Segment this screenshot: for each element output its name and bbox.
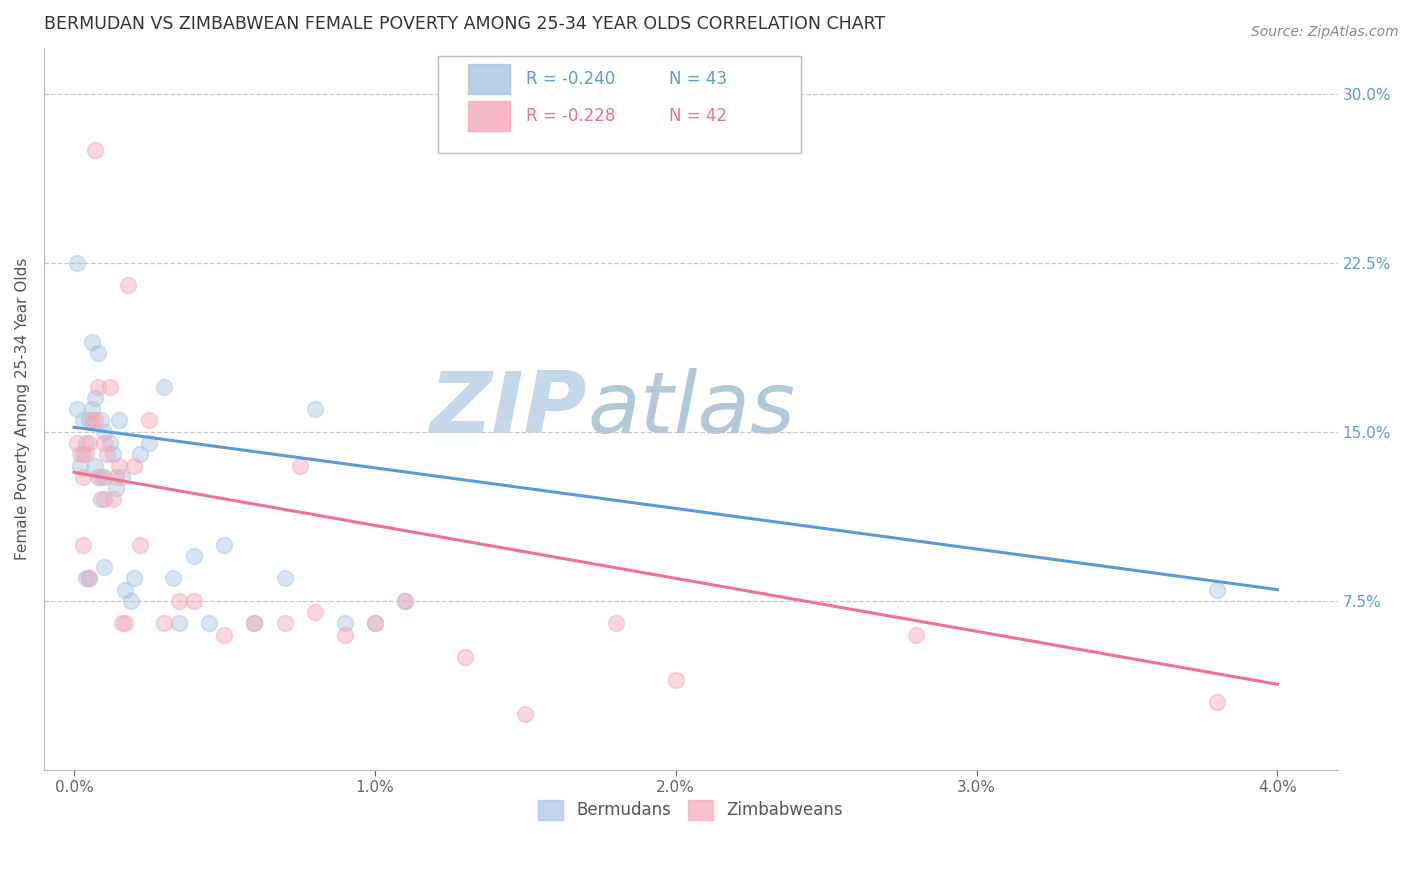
- Point: [198, 616, 221, 631]
- Point: [1206, 695, 1229, 709]
- Text: R = -0.228: R = -0.228: [526, 107, 616, 125]
- Point: [183, 594, 205, 608]
- Point: [84, 413, 107, 427]
- Point: [93, 560, 115, 574]
- Point: [114, 616, 136, 631]
- Point: [111, 616, 134, 631]
- Point: [66, 255, 89, 269]
- Point: [304, 402, 326, 417]
- Text: BERMUDAN VS ZIMBABWEAN FEMALE POVERTY AMONG 25-34 YEAR OLDS CORRELATION CHART: BERMUDAN VS ZIMBABWEAN FEMALE POVERTY AM…: [44, 15, 886, 33]
- Point: [162, 571, 184, 585]
- Point: [69, 458, 91, 473]
- Point: [108, 413, 131, 427]
- Point: [304, 605, 326, 619]
- Y-axis label: Female Poverty Among 25-34 Year Olds: Female Poverty Among 25-34 Year Olds: [15, 258, 30, 560]
- Point: [122, 458, 145, 473]
- Point: [153, 616, 176, 631]
- Point: [80, 413, 103, 427]
- Point: [101, 492, 124, 507]
- Point: [90, 470, 112, 484]
- Point: [515, 706, 537, 721]
- Text: Source: ZipAtlas.com: Source: ZipAtlas.com: [1251, 25, 1399, 39]
- Point: [75, 436, 97, 450]
- Point: [120, 594, 142, 608]
- Point: [454, 650, 477, 665]
- Point: [72, 447, 94, 461]
- Point: [273, 616, 295, 631]
- Point: [93, 436, 115, 450]
- Point: [138, 413, 160, 427]
- Point: [87, 470, 110, 484]
- Point: [69, 447, 91, 461]
- Point: [66, 402, 89, 417]
- Point: [273, 571, 295, 585]
- Point: [111, 470, 134, 484]
- Point: [77, 413, 100, 427]
- Text: ZIP: ZIP: [430, 368, 588, 450]
- Text: R = -0.240: R = -0.240: [526, 70, 616, 88]
- Point: [90, 413, 112, 427]
- Point: [169, 616, 191, 631]
- Point: [243, 616, 266, 631]
- Bar: [468, 101, 509, 131]
- Point: [114, 582, 136, 597]
- Point: [169, 594, 191, 608]
- Point: [96, 447, 118, 461]
- Point: [665, 673, 688, 687]
- Point: [93, 425, 115, 439]
- Point: [394, 594, 416, 608]
- Point: [153, 379, 176, 393]
- Point: [138, 436, 160, 450]
- Point: [84, 391, 107, 405]
- Point: [905, 628, 928, 642]
- Point: [214, 628, 236, 642]
- Point: [1206, 582, 1229, 597]
- Point: [117, 278, 139, 293]
- Text: N = 42: N = 42: [669, 107, 727, 125]
- Point: [333, 616, 356, 631]
- Bar: [468, 64, 509, 95]
- Point: [183, 549, 205, 563]
- Point: [105, 481, 128, 495]
- Point: [87, 379, 110, 393]
- Point: [84, 143, 107, 157]
- Point: [129, 537, 152, 551]
- Point: [93, 470, 115, 484]
- Point: [80, 402, 103, 417]
- Point: [394, 594, 416, 608]
- FancyBboxPatch shape: [439, 55, 801, 153]
- Point: [77, 571, 100, 585]
- Point: [84, 458, 107, 473]
- Point: [364, 616, 387, 631]
- Point: [90, 492, 112, 507]
- Point: [93, 492, 115, 507]
- Point: [80, 334, 103, 349]
- Text: N = 43: N = 43: [669, 70, 727, 88]
- Point: [72, 470, 94, 484]
- Point: [101, 447, 124, 461]
- Point: [75, 571, 97, 585]
- Point: [333, 628, 356, 642]
- Point: [605, 616, 627, 631]
- Point: [364, 616, 387, 631]
- Point: [87, 346, 110, 360]
- Point: [108, 458, 131, 473]
- Point: [77, 571, 100, 585]
- Point: [98, 436, 121, 450]
- Point: [72, 537, 94, 551]
- Point: [129, 447, 152, 461]
- Point: [66, 436, 89, 450]
- Point: [288, 458, 311, 473]
- Point: [243, 616, 266, 631]
- Text: atlas: atlas: [588, 368, 796, 450]
- Legend: Bermudans, Zimbabweans: Bermudans, Zimbabweans: [531, 793, 849, 827]
- Point: [75, 447, 97, 461]
- Point: [105, 470, 128, 484]
- Point: [98, 379, 121, 393]
- Point: [214, 537, 236, 551]
- Point: [77, 436, 100, 450]
- Point: [72, 413, 94, 427]
- Point: [122, 571, 145, 585]
